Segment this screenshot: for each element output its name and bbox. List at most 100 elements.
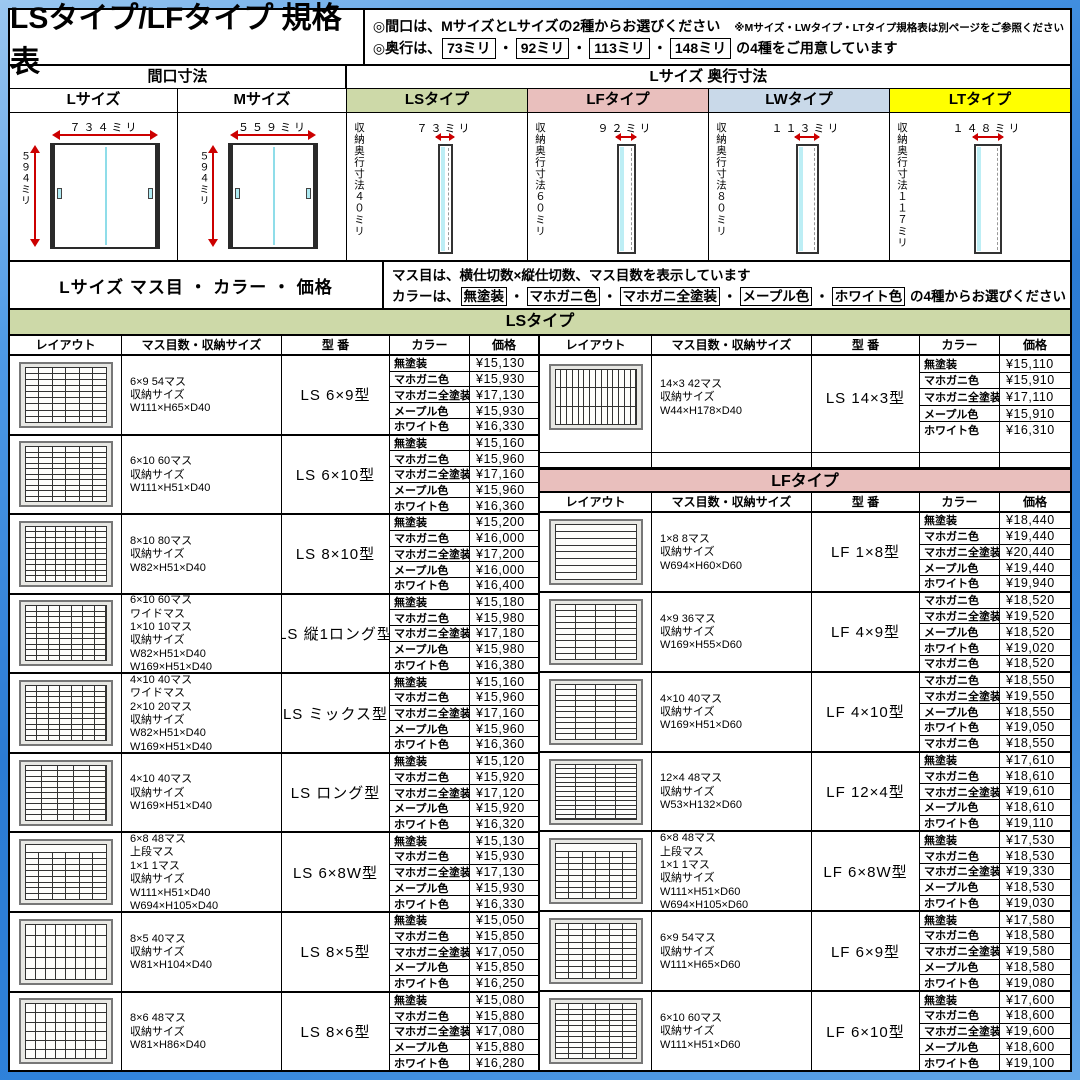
spec-text: 4×10 40マス ワイドマス 2×10 20マス 収納サイズ W82×H51×D40 W… [122,674,282,752]
spec-line: W82×H51×D40 [130,727,206,740]
spec-text: 6×9 54マス 収納サイズ W111×H65×D60 [652,912,812,991]
note-width: ◎間口は、MサイズとLサイズの2種からお選びください ※Mサイズ・LWタイプ・LT… [373,16,1064,36]
spec-line: W82×H51×D40 [130,647,206,660]
spec-line: 6×9 54マス [130,375,186,388]
price-value: ¥17,180 [476,626,525,641]
layout-cell [540,356,652,438]
price-tables: レイアウト マス目数・収納サイズ 型 番 カラー 価格 6×9 54マス 収納サイ… [10,334,1070,1071]
color-name: マホガニ全塗装 [920,389,1000,405]
layout-grid [24,852,107,901]
price-row: メープル色 ¥18,580 [920,958,1070,975]
price-row: マホガニ色 ¥16,000 [390,529,538,546]
spec-text: 4×10 40マス 収納サイズ W169×H51×D60 [652,672,812,751]
header-layout: レイアウト [10,336,122,354]
ls-table-left: レイアウト マス目数・収納サイズ 型 番 カラー 価格 6×9 54マス 収納サイ… [10,336,540,1071]
header-color: カラー [920,493,1000,511]
color-name: マホガニ全塗装 [920,544,1000,560]
spec-block: 4×10 40マス 収納サイズ W169×H51×D40 LS ロング型 無塗装 ¥15,… [10,753,538,834]
color-name: メープル色 [920,959,1000,975]
price-row: マホガニ全塗装 ¥19,330 [920,862,1070,879]
color-price-cell: 無塗装 ¥17,610 マホガニ色 ¥18,610 マホガニ全塗装 ¥19,610 メープル… [920,752,1070,831]
price-row: マホガニ全塗装 ¥19,550 [920,687,1070,704]
layout-thumbnail [548,518,643,585]
separator: ・ [498,40,513,57]
layout-cell [10,833,122,911]
width-section-title: 間口寸法 [10,66,347,88]
layout-grid [24,685,107,742]
price-value: ¥20,440 [1006,544,1055,559]
layout-thumbnail [18,600,113,667]
spec-line: 2×10 20マス [130,700,193,713]
height-arrow-icon [29,145,40,247]
color-name: マホガニ全塗装 [390,1023,470,1039]
model-number: LF 4×9型 [812,592,920,671]
price-value: ¥15,160 [476,435,525,450]
spec-line: 6×10 60マス [130,455,193,468]
col-header-lt-type: LTタイプ [890,89,1070,112]
layout-thumbnail [548,918,643,985]
layout-grid [24,605,107,662]
price-value: ¥18,600 [1006,1008,1055,1023]
color-price-cell: マホガニ色 ¥18,520 マホガニ全塗装 ¥19,520 メープル色 ¥18,520 ホワ… [920,592,1070,671]
header-layout: レイアウト [540,493,652,511]
price-row: 無塗装 ¥17,580 [920,912,1070,928]
price-row: マホガニ色 ¥15,850 [390,927,538,944]
price-row: メープル色 ¥15,980 [390,640,538,657]
color-price-cell: 無塗装 ¥15,160 マホガニ色 ¥15,960 マホガニ全塗装 ¥17,160 メープル… [390,435,538,514]
price-row: マホガニ全塗装 ¥19,600 [920,1022,1070,1039]
spec-line: 上段マス [660,845,704,858]
price-value: ¥15,120 [476,754,525,769]
spec-block: 6×9 54マス 収納サイズ W111×H65×D40 LS 6×9型 無塗装 ¥15,1… [10,356,538,436]
spec-line: 収納サイズ [130,548,185,561]
price-value: ¥16,330 [476,896,525,911]
color-name: マホガニ全塗装 [920,688,1000,704]
header-model: 型 番 [812,336,920,354]
model-number: LS 8×5型 [282,912,390,991]
price-value: ¥19,080 [1006,975,1055,990]
spec-line: W169×H51×D40 [130,661,212,673]
model-number: LS 6×8W型 [282,833,390,911]
spec-line: 収納サイズ [660,1025,715,1038]
layout-cell [10,594,122,673]
price-row: マホガニ色 ¥18,580 [920,927,1070,943]
color-name: マホガニ色 [920,655,1000,671]
col-header-ls-type: LSタイプ [347,89,528,112]
depth-arrow-icon [793,133,820,141]
layout-cell [10,753,122,832]
layout-thumbnail [548,758,643,825]
color-name: マホガニ色 [920,928,1000,943]
layout-thumbnail [18,361,113,428]
ls-depth-label: ７３ミリ [416,123,473,135]
color-name: ホワイト色 [390,418,470,434]
price-value: ¥18,580 [1006,928,1055,943]
model-number: LS 8×6型 [282,992,390,1071]
price-row: ホワイト色 ¥16,250 [390,974,538,991]
spec-line: 4×10 40マス [130,674,193,686]
price-value: ¥17,530 [1006,832,1055,847]
price-row: マホガニ全塗装 ¥20,440 [920,543,1070,560]
price-row: メープル色 ¥15,930 [390,402,538,418]
spec-block: 12×4 48マス 収納サイズ W53×H132×D60 LF 12×4型 無塗装 ¥17… [540,752,1070,833]
layout-grid [24,923,107,980]
price-row: ホワイト色 ¥16,320 [390,815,538,832]
color-name: ホワイト色 [390,657,470,673]
price-row: マホガニ全塗装 ¥19,520 [920,607,1070,624]
color-price-cell: マホガニ色 ¥18,550 マホガニ全塗装 ¥19,550 メープル色 ¥18,550 ホワ… [920,672,1070,751]
width-arrow-icon [51,130,158,140]
price-value: ¥18,530 [1006,880,1055,895]
header-layout: レイアウト [540,336,652,354]
empty-row [540,438,1070,453]
layout-thumbnail [18,441,113,508]
spec-line: 収納サイズ [660,626,715,639]
spec-text: 6×8 48マス 上段マス 1×1 1マス 収納サイズ W111×H51×D40 W694… [122,833,282,911]
layout-cell [540,592,652,671]
layout-grid [24,446,107,503]
color-name: 無塗装 [920,832,1000,848]
price-row: ホワイト色 ¥16,310 [920,421,1070,438]
price-value: ¥18,610 [1006,768,1055,783]
price-row: マホガニ色 ¥18,600 [920,1006,1070,1023]
spec-line: 6×8 48マス [660,832,716,845]
price-row: ホワイト色 ¥19,020 [920,639,1070,655]
model-number: LS 縦1ロング型 [282,594,390,673]
color-price-cell: 無塗装 ¥15,110 マホガニ色 ¥15,910 マホガニ全塗装 ¥17,110 メープル… [920,356,1070,438]
